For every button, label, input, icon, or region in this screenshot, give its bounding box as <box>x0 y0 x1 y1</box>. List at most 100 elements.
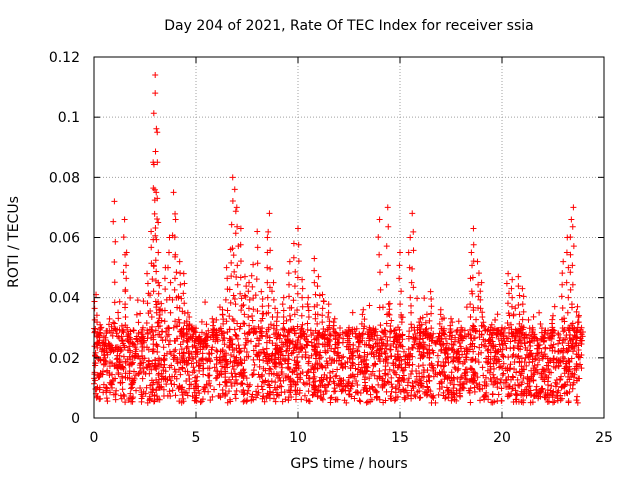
data-point <box>325 381 332 388</box>
data-point <box>358 320 365 327</box>
data-point <box>525 354 532 361</box>
data-point <box>388 374 395 381</box>
y-tick-label: 0.1 <box>58 110 80 126</box>
data-point <box>333 372 340 379</box>
data-point <box>144 300 151 307</box>
data-point <box>567 337 574 344</box>
data-point <box>376 304 383 311</box>
data-point <box>411 341 418 348</box>
data-point <box>218 325 225 332</box>
data-point <box>235 360 242 367</box>
data-point <box>222 390 229 397</box>
data-point <box>417 379 424 386</box>
data-point <box>151 186 158 193</box>
data-point <box>400 348 407 355</box>
data-point <box>429 394 436 401</box>
data-point <box>151 398 158 405</box>
data-point <box>417 394 424 401</box>
data-point <box>206 377 213 384</box>
data-point <box>409 265 416 272</box>
data-point <box>320 326 327 333</box>
data-point <box>124 337 131 344</box>
data-point <box>286 304 293 311</box>
data-point <box>319 312 326 319</box>
data-point <box>256 356 263 363</box>
data-point <box>448 336 455 343</box>
data-point <box>175 385 182 392</box>
data-point <box>538 329 545 336</box>
data-point <box>550 356 557 363</box>
x-tick-label: 10 <box>289 430 307 446</box>
data-point <box>519 316 526 323</box>
data-point <box>366 302 373 309</box>
data-point <box>515 273 522 280</box>
data-point <box>453 354 460 361</box>
data-point <box>299 285 306 292</box>
data-point <box>404 382 411 389</box>
data-point <box>183 331 190 338</box>
data-point <box>396 275 403 282</box>
data-point <box>286 366 293 373</box>
data-point <box>293 391 300 398</box>
data-point <box>476 344 483 351</box>
data-point <box>402 394 409 401</box>
data-point <box>299 294 306 301</box>
data-point <box>388 353 395 360</box>
data-point <box>144 270 151 277</box>
data-point <box>116 335 123 342</box>
data-point <box>138 360 145 367</box>
data-point <box>469 274 476 281</box>
data-point <box>505 270 512 277</box>
data-point <box>280 341 287 348</box>
data-point <box>394 337 401 344</box>
data-point <box>132 372 139 379</box>
data-point <box>154 129 161 136</box>
data-point <box>252 342 259 349</box>
data-point <box>114 344 121 351</box>
data-point <box>154 349 161 356</box>
data-point <box>232 331 239 338</box>
data-point <box>256 363 263 370</box>
data-point <box>351 326 358 333</box>
data-point <box>280 332 287 339</box>
data-point <box>147 307 154 314</box>
axis-tick-labels: 0 5 10 15 20 25 0 0.02 0.04 0.06 0.08 0.1 0.12 <box>49 50 613 446</box>
data-point <box>152 72 159 79</box>
data-point <box>578 365 585 372</box>
data-point <box>518 332 525 339</box>
data-point <box>261 398 268 405</box>
data-point <box>114 365 121 372</box>
data-point <box>526 359 533 366</box>
data-point <box>170 189 177 196</box>
data-point <box>125 332 132 339</box>
data-point <box>417 326 424 333</box>
data-point <box>376 368 383 375</box>
data-point <box>568 371 575 378</box>
data-point <box>274 314 281 321</box>
data-point <box>453 389 460 396</box>
data-point <box>420 330 427 337</box>
y-tick-label: 0.08 <box>49 170 80 186</box>
data-point <box>120 391 127 398</box>
data-point <box>400 366 407 373</box>
data-point <box>448 389 455 396</box>
data-point <box>224 275 231 282</box>
data-point <box>259 303 266 310</box>
data-point <box>391 338 398 345</box>
data-point <box>114 326 121 333</box>
data-point <box>318 332 325 339</box>
data-point <box>255 371 262 378</box>
data-point <box>280 307 287 314</box>
data-point <box>515 353 522 360</box>
data-point <box>267 321 274 328</box>
data-point <box>222 374 229 381</box>
data-point <box>166 364 173 371</box>
data-point <box>478 349 485 356</box>
data-point <box>339 386 346 393</box>
data-point <box>312 361 319 368</box>
data-point <box>344 337 351 344</box>
data-point <box>202 384 209 391</box>
data-point <box>410 247 417 254</box>
data-point <box>442 394 449 401</box>
data-point <box>273 326 280 333</box>
